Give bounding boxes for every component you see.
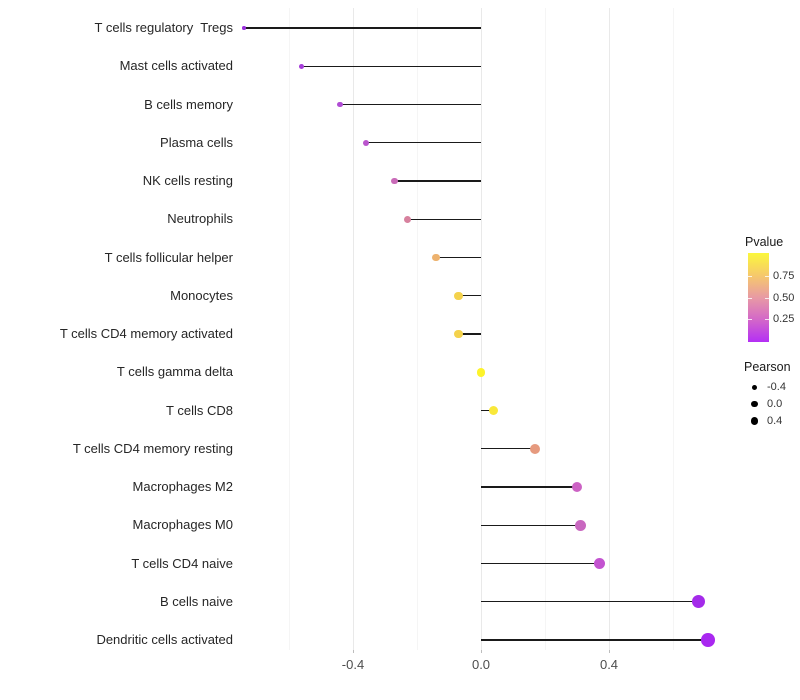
x-axis-tick	[353, 650, 354, 653]
category-label: T cells gamma delta	[116, 364, 233, 380]
lollipop-segment	[301, 65, 481, 67]
gridline-major	[353, 8, 354, 650]
lollipop-segment	[407, 218, 481, 220]
lollipop-dot	[691, 595, 706, 609]
lollipop-segment	[458, 333, 481, 335]
pvalue-colorbar-tick	[765, 276, 769, 277]
category-label: Dendritic cells activated	[96, 632, 233, 647]
pvalue-colorbar-label: 0.25	[773, 313, 795, 325]
gridline-minor	[417, 8, 418, 650]
lollipop-segment	[436, 256, 481, 259]
gridline-minor	[545, 8, 546, 650]
category-label: Plasma cells	[160, 134, 233, 150]
category-label: Macrophages M2	[132, 479, 233, 494]
lollipop-segment	[394, 180, 481, 182]
category-label: T cells CD4 memory resting	[72, 440, 233, 456]
lollipop-dot	[362, 139, 369, 146]
lollipop-dot	[530, 443, 541, 454]
pvalue-colorbar-tick	[748, 319, 752, 320]
lollipop-dot	[403, 215, 411, 223]
lollipop-dot	[432, 253, 441, 262]
category-label: T cells CD8	[166, 402, 233, 418]
lollipop-segment	[481, 524, 581, 526]
lollipop-segment	[481, 601, 699, 603]
lollipop-segment	[481, 409, 494, 412]
lollipop-dot	[454, 329, 463, 339]
lollipop-segment	[481, 448, 536, 450]
category-label: B cells naive	[160, 593, 233, 609]
lollipop-dot	[242, 26, 246, 30]
category-label: NK cells resting	[142, 173, 233, 188]
pearson-legend-label: -0.4	[767, 381, 786, 393]
lollipop-dot	[476, 367, 486, 377]
lollipop-dot	[701, 633, 716, 647]
lollipop-dot	[391, 177, 398, 185]
pvalue-colorbar-tick	[748, 297, 752, 299]
lollipop-dot	[454, 291, 463, 300]
lollipop-dot	[489, 406, 499, 415]
lollipop-dot	[299, 63, 305, 69]
x-axis-tick-label: 0.4	[599, 657, 619, 672]
x-axis-tick	[481, 650, 482, 653]
gridline-minor	[673, 8, 674, 650]
lollipop-dot	[593, 557, 606, 570]
pvalue-colorbar-tick	[765, 319, 769, 320]
pearson-legend-dot	[752, 384, 757, 390]
x-axis-tick-label: 0.0	[471, 657, 491, 672]
category-label: Macrophages M0	[132, 517, 233, 533]
pearson-legend-dot	[750, 417, 759, 425]
pearson-legend-label: 0.4	[767, 415, 783, 427]
x-axis-tick-label: -0.4	[341, 657, 365, 672]
lollipop-segment	[365, 142, 481, 144]
gridline-minor	[289, 8, 290, 650]
pearson-legend-label: 0.0	[767, 398, 783, 410]
pvalue-legend-title: Pvalue	[745, 235, 784, 249]
gridline-major	[609, 8, 610, 650]
category-label: B cells memory	[144, 96, 233, 112]
pvalue-colorbar-tick	[765, 297, 769, 299]
category-label: T cells CD4 memory activated	[59, 326, 233, 341]
x-axis-tick	[609, 650, 610, 653]
lollipop-dot	[337, 101, 343, 108]
category-label: Monocytes	[170, 287, 233, 303]
pearson-legend-dot	[751, 400, 758, 408]
lollipop-dot	[574, 519, 586, 531]
category-label: Mast cells activated	[119, 58, 233, 74]
pvalue-colorbar-label: 0.75	[773, 270, 795, 282]
lollipop-segment	[244, 27, 481, 29]
lollipop-segment	[481, 562, 600, 565]
category-label: Neutrophils	[167, 211, 233, 227]
category-label: T cells CD4 naive	[131, 555, 233, 571]
lollipop-segment	[481, 639, 709, 641]
lollipop-segment	[458, 295, 481, 297]
lollipop-segment	[340, 103, 481, 106]
category-label: T cells follicular helper	[104, 249, 233, 265]
gridline-major	[481, 8, 482, 650]
category-label: T cells regulatory Tregs	[94, 20, 233, 35]
pvalue-colorbar-tick	[748, 276, 752, 277]
pvalue-colorbar-gradient	[748, 253, 769, 342]
pvalue-colorbar-label: 0.50	[773, 291, 795, 304]
lollipop-dot	[571, 481, 583, 493]
lollipop-segment	[481, 486, 577, 488]
pearson-legend-title: Pearson	[744, 360, 791, 374]
